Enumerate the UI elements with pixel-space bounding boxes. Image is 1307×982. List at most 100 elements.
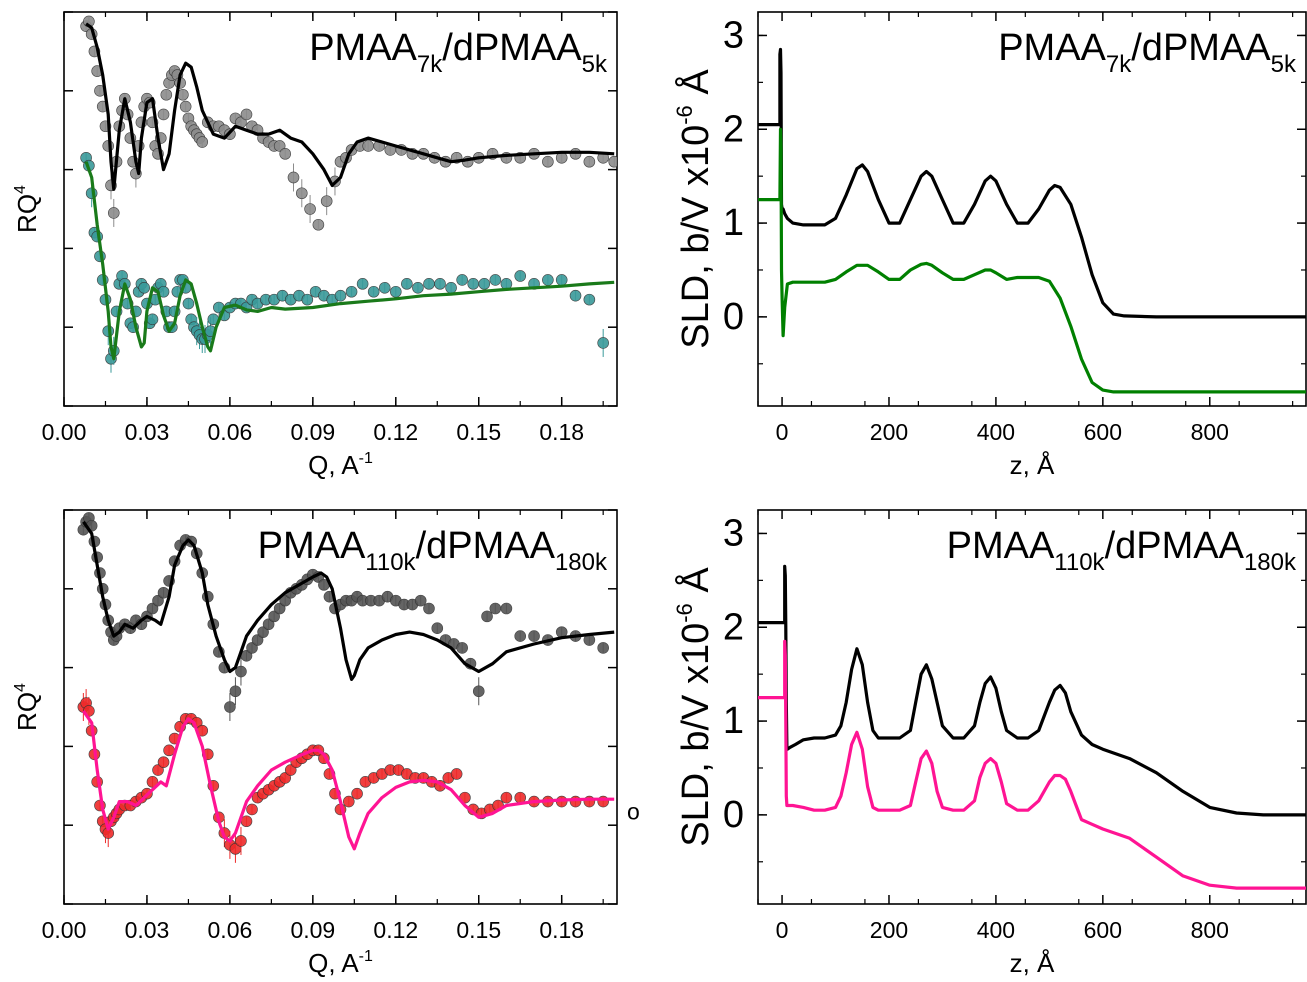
- x-tick-label: 600: [1084, 419, 1122, 445]
- data-point: [456, 642, 468, 654]
- x-tick-label: 0.06: [208, 917, 253, 943]
- x-axis-label: z, Å: [1010, 948, 1055, 978]
- data-point: [235, 835, 247, 847]
- data-point: [304, 203, 316, 215]
- data-point: [500, 602, 513, 615]
- fit-line: [85, 22, 615, 191]
- data-point: [345, 285, 358, 298]
- sld-profile-line: [758, 127, 1306, 394]
- x-tick-label: 0.18: [539, 419, 584, 445]
- data-point: [456, 274, 468, 286]
- data-point: [362, 140, 374, 152]
- data-point: [284, 764, 297, 776]
- y-axis-label: RQ4: [12, 683, 42, 731]
- x-tick-label: 0.00: [42, 917, 87, 943]
- x-tick-label: 400: [977, 419, 1015, 445]
- data-point: [500, 791, 513, 804]
- data-point: [555, 274, 568, 286]
- data-point: [279, 148, 292, 160]
- x-axis-label: z, Å: [1010, 450, 1055, 480]
- x-tick-label: 0.06: [208, 419, 253, 445]
- data-point: [334, 289, 347, 302]
- data-point: [514, 630, 527, 642]
- data-point: [431, 622, 444, 635]
- panel-reflectivity-bottom: 0.00 0.03 0.06 0.09 0.12 0.15 0.18 Q, A-1 RQ4 PMA…: [12, 509, 640, 978]
- sld-profile-line: [758, 639, 1306, 890]
- data-point: [434, 278, 446, 290]
- data-point: [301, 293, 314, 306]
- data-point: [268, 610, 280, 623]
- data-point: [423, 278, 435, 290]
- x-tick-label: 0: [776, 419, 789, 445]
- plot-frame: [757, 11, 1307, 407]
- x-tick-label: 0.03: [125, 419, 170, 445]
- data-point: [478, 278, 491, 290]
- y-tick-label: 2: [723, 606, 744, 648]
- data-point: [450, 768, 463, 780]
- x-tick-label: 0.18: [539, 917, 584, 943]
- x-tick-label: 200: [870, 419, 908, 445]
- x-tick-label: 800: [1191, 419, 1229, 445]
- data-point: [367, 285, 380, 298]
- data-point: [489, 274, 502, 286]
- data-point: [597, 642, 609, 654]
- stray-label: o: [627, 799, 640, 825]
- data-point: [467, 278, 480, 290]
- series-group: [77, 512, 615, 863]
- data-point: [179, 100, 192, 113]
- data-point: [273, 602, 286, 615]
- data-point: [152, 764, 164, 776]
- data-point: [196, 136, 209, 148]
- data-point: [287, 171, 300, 184]
- y-tick-label: 0: [723, 794, 744, 836]
- data-point: [481, 610, 493, 623]
- y-tick-label: 1: [723, 700, 744, 742]
- data-point: [401, 278, 413, 290]
- data-point: [157, 586, 170, 599]
- y-axis-label: SLD, b/V x10-6 Å: [672, 69, 717, 349]
- data-point: [235, 665, 247, 678]
- data-point: [157, 756, 170, 768]
- y-tick-label: 3: [723, 14, 744, 56]
- x-tick-label: 800: [1191, 917, 1229, 943]
- data-point: [163, 744, 175, 757]
- data-point: [160, 88, 173, 101]
- x-tick-label: 600: [1084, 917, 1122, 943]
- data-point: [146, 313, 159, 326]
- data-point: [608, 155, 617, 168]
- plot-frame: [757, 509, 1307, 905]
- data-point: [279, 594, 292, 607]
- fit-line: [84, 161, 615, 361]
- data-point: [489, 602, 502, 615]
- y-tick-label: 3: [723, 512, 744, 554]
- data-point: [279, 772, 292, 784]
- data-point: [583, 155, 596, 168]
- data-point: [229, 685, 242, 698]
- x-tick-label: 0.15: [456, 917, 501, 943]
- plot-frame: [63, 11, 618, 407]
- y-axis-label: RQ4: [12, 185, 42, 233]
- data-point: [342, 795, 355, 808]
- panel-title: PMAA7k/dPMAA5k: [998, 27, 1297, 78]
- x-tick-label: 0.15: [456, 419, 501, 445]
- data-point: [224, 701, 236, 713]
- series-group: [80, 15, 617, 373]
- x-tick-label: 400: [977, 917, 1015, 943]
- y-tick-label: 0: [723, 296, 744, 338]
- sld-profile-line: [758, 564, 1306, 817]
- sld-profile-line: [758, 47, 1306, 319]
- x-axis-label: Q, A-1: [308, 450, 373, 480]
- x-tick-label: 0.12: [373, 419, 418, 445]
- data-point: [356, 278, 369, 290]
- data-point: [514, 270, 527, 282]
- data-point: [182, 297, 195, 310]
- data-point: [542, 274, 554, 286]
- x-tick-label: 0.09: [290, 419, 335, 445]
- x-tick-label: 0: [776, 917, 789, 943]
- x-tick-label: 200: [870, 917, 908, 943]
- data-point: [246, 642, 258, 654]
- fit-line: [82, 709, 615, 851]
